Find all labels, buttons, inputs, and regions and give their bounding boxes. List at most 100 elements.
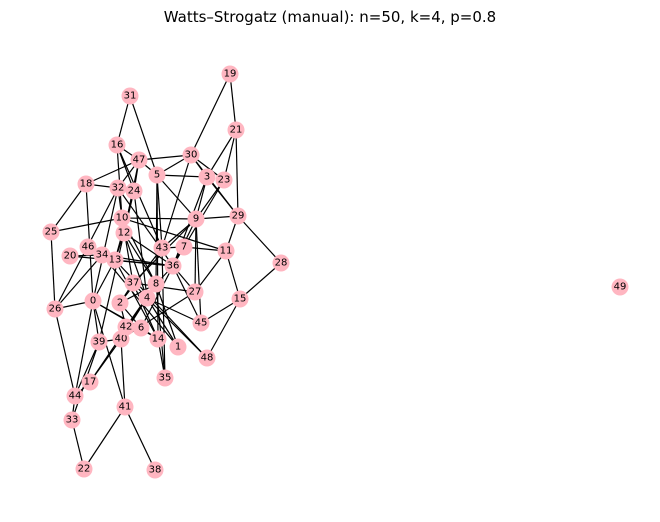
node-circle [93,246,111,264]
node-circle [124,274,142,292]
figure-title: Watts–Strogatz (manual): n=50, k=4, p=0.… [163,8,497,26]
edge-12-36 [123,232,174,267]
node-38: 38 [146,461,164,479]
node-label: 38 [149,465,162,476]
node-label: 16 [111,140,124,151]
node-circle [227,121,245,139]
node-23: 23 [215,171,233,189]
node-circle [42,223,60,241]
edge-21-23 [223,129,237,181]
node-circle [46,300,64,318]
node-label: 29 [232,211,245,222]
edge-32-0 [92,187,119,302]
node-label: 10 [116,213,129,224]
edge-43-2 [119,247,163,304]
edge-9-27 [194,218,197,293]
node-16: 16 [108,136,126,154]
node-25: 25 [42,223,60,241]
edge-4-45 [146,297,202,324]
node-18: 18 [77,175,95,193]
edge-8-1 [155,283,179,348]
node-circle [156,369,174,387]
node-3: 3 [198,168,216,186]
node-circle [63,411,81,429]
node-circle [109,179,127,197]
node-label: 24 [128,186,141,197]
edge-12-8 [123,232,157,285]
edge-40-17 [89,338,122,383]
node-29: 29 [229,207,247,225]
node-circle [175,238,193,256]
edge-40-41 [120,338,126,408]
edge-10-11 [121,217,227,252]
edge-11-27 [194,250,227,293]
node-label: 27 [189,287,202,298]
node-44: 44 [66,387,84,405]
node-label: 1 [175,342,181,353]
node-label: 7 [181,242,187,253]
node-9: 9 [187,210,205,228]
node-circle [192,314,210,332]
node-circle [132,319,150,337]
node-4: 4 [138,289,156,307]
node-circle [90,333,108,351]
edge-10-25 [50,217,123,233]
node-circle [169,338,187,356]
node-14: 14 [149,330,167,348]
node-42: 42 [117,318,135,336]
node-circle [66,387,84,405]
edge-37-14 [132,282,159,340]
node-label: 0 [90,296,96,307]
node-circle [187,210,205,228]
node-circle [229,207,247,225]
edge-12-39 [98,232,125,343]
node-label: 49 [614,282,627,293]
node-label: 45 [195,318,208,329]
node-circle [111,294,129,312]
node-label: 28 [275,258,288,269]
node-label: 33 [66,415,79,426]
node-circle [121,87,139,105]
node-label: 13 [109,255,122,266]
node-circle [138,289,156,307]
node-37: 37 [124,274,142,292]
node-circle [75,460,93,478]
node-label: 15 [234,294,247,305]
node-20: 20 [61,247,79,265]
edge-41-38 [124,406,156,471]
node-label: 44 [69,391,82,402]
node-1: 1 [169,338,187,356]
node-39: 39 [90,333,108,351]
node-circle [231,290,249,308]
node-33: 33 [63,411,81,429]
node-circle [117,318,135,336]
edge-31-5 [129,95,158,176]
node-circle [148,166,166,184]
node-circle [79,238,97,256]
node-7: 7 [175,238,193,256]
node-label: 18 [80,179,93,190]
node-label: 36 [167,261,180,272]
edge-19-30 [190,73,231,156]
edge-9-45 [195,218,202,324]
node-label: 43 [156,243,169,254]
node-circle [182,146,200,164]
edge-18-25 [50,183,87,233]
node-34: 34 [93,246,111,264]
node-circle [198,168,216,186]
edge-5-43 [156,174,163,249]
node-49: 49 [611,278,629,296]
node-45: 45 [192,314,210,332]
node-label: 14 [152,334,165,345]
node-46: 46 [79,238,97,256]
edge-13-14 [114,259,159,340]
edge-12-4 [123,232,148,299]
node-30: 30 [182,146,200,164]
edge-0-44 [74,300,94,397]
edge-21-3 [206,129,237,178]
node-label: 5 [154,170,160,181]
node-8: 8 [147,275,165,293]
node-27: 27 [186,283,204,301]
edge-4-48 [146,297,208,359]
node-label: 17 [84,377,97,388]
